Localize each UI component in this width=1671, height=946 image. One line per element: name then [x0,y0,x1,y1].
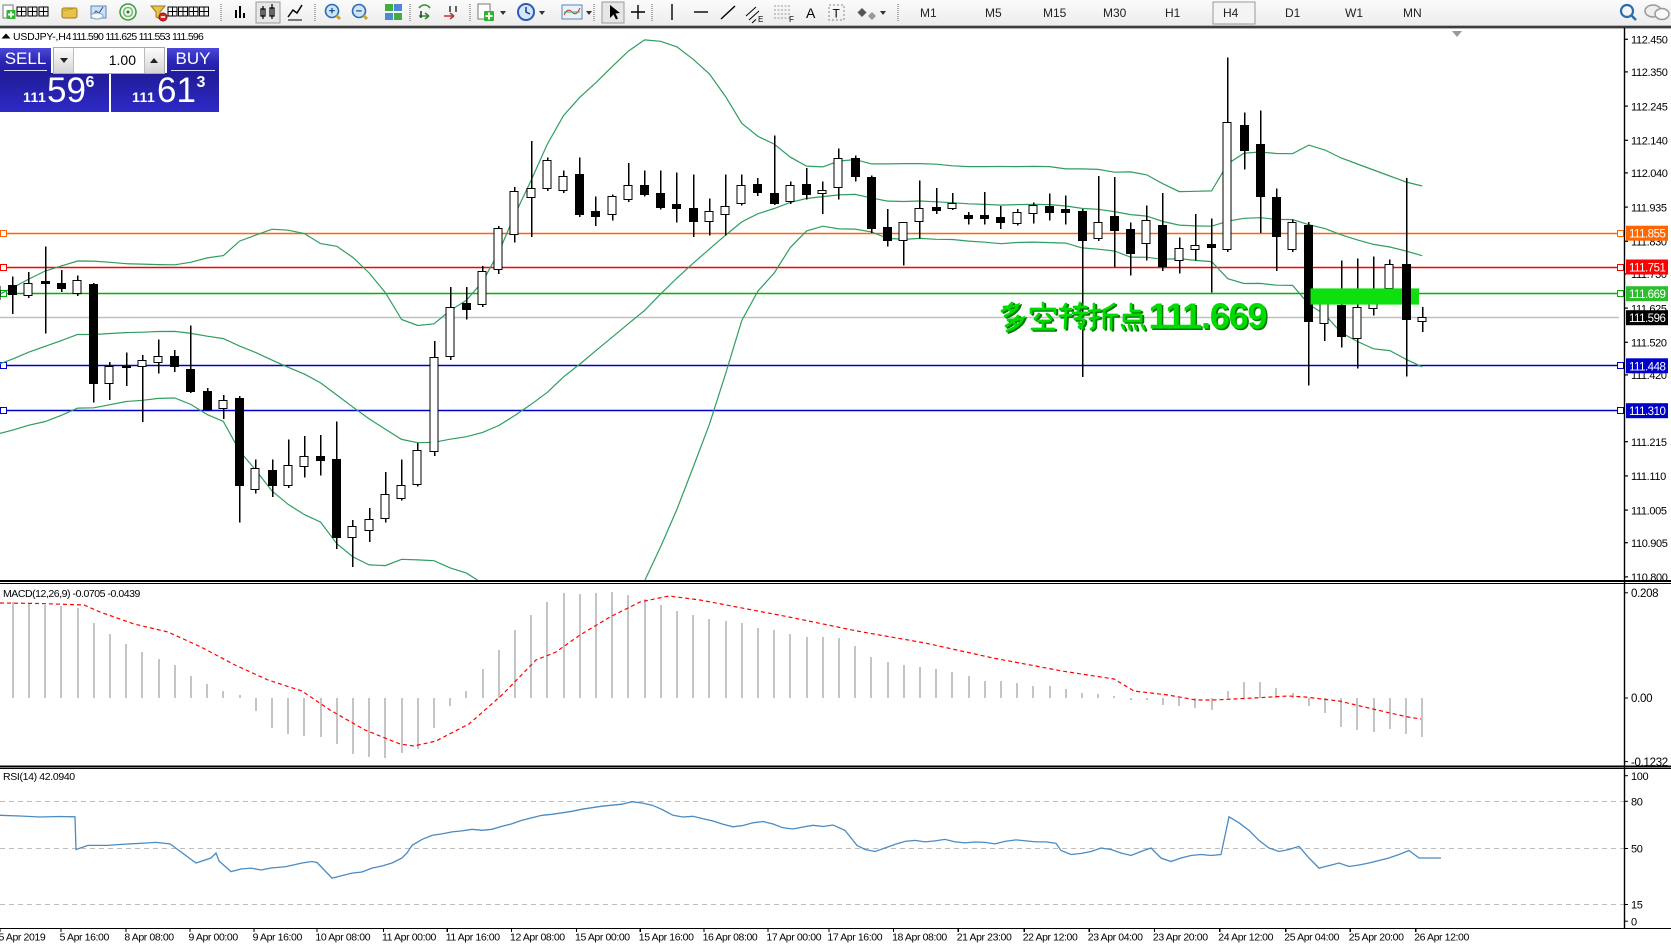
svg-text:23 Apr 04:00: 23 Apr 04:00 [1088,932,1143,944]
svg-text:111.520: 111.520 [1631,338,1667,350]
svg-text:E: E [758,15,763,24]
svg-text:80: 80 [1631,797,1643,809]
svg-text:11 Apr 00:00: 11 Apr 00:00 [382,932,437,944]
svg-text:23 Apr 20:00: 23 Apr 20:00 [1153,932,1208,944]
svg-text:-0.1232: -0.1232 [1631,757,1668,769]
svg-text:9 Apr 16:00: 9 Apr 16:00 [253,932,303,944]
svg-text:12 Apr 08:00: 12 Apr 08:00 [510,932,565,944]
svg-text:111.751: 111.751 [1629,263,1665,275]
svg-text:H1: H1 [1165,6,1181,20]
svg-text:T: T [833,7,841,21]
svg-text:111.669: 111.669 [1629,289,1665,301]
svg-text:MN: MN [1403,6,1422,20]
svg-text:H4: H4 [1223,6,1239,20]
svg-text:22 Apr 12:00: 22 Apr 12:00 [1023,932,1078,944]
svg-text:M1: M1 [920,6,937,20]
svg-text:F: F [789,15,794,24]
svg-text:112.350: 112.350 [1631,67,1668,79]
svg-text:15 Apr 16:00: 15 Apr 16:00 [639,932,694,944]
svg-text:+: + [329,6,335,18]
svg-text:111.935: 111.935 [1631,202,1667,214]
svg-text:21 Apr 23:00: 21 Apr 23:00 [957,932,1012,944]
svg-text:9 Apr 00:00: 9 Apr 00:00 [189,932,239,944]
svg-text:112.140: 112.140 [1631,136,1668,148]
svg-text:−: − [356,6,362,18]
svg-text:111.590 111.625 111.553 111.59: 111.590 111.625 111.553 111.596 [72,31,204,43]
svg-text:0: 0 [1631,916,1637,928]
svg-text:5 Apr 16:00: 5 Apr 16:00 [60,932,110,944]
svg-text:111.596: 111.596 [1629,313,1665,325]
svg-text:MACD(12,26,9) -0.0705 -0.0439: MACD(12,26,9) -0.0705 -0.0439 [3,588,141,600]
svg-text:110.800: 110.800 [1631,572,1668,584]
svg-text:111.669: 111.669 [1150,297,1268,338]
svg-text:50: 50 [1631,844,1643,856]
svg-text:5 Apr 2019: 5 Apr 2019 [0,932,46,944]
svg-text:M15: M15 [1043,6,1067,20]
svg-text:100: 100 [1631,771,1649,783]
svg-text:25 Apr 04:00: 25 Apr 04:00 [1284,932,1339,944]
svg-text:111.448: 111.448 [1629,361,1665,373]
svg-text:USDJPY-,H4: USDJPY-,H4 [13,31,72,43]
svg-text:17 Apr 16:00: 17 Apr 16:00 [827,932,882,944]
svg-text:8 Apr 08:00: 8 Apr 08:00 [124,932,174,944]
svg-text:10 Apr 08:00: 10 Apr 08:00 [315,932,370,944]
svg-text:15: 15 [1631,900,1643,912]
svg-text:111.215: 111.215 [1631,437,1667,449]
svg-text:0.00: 0.00 [1631,693,1652,705]
svg-text:112.245: 112.245 [1631,101,1668,113]
svg-text:111.669: 111.669 [1149,296,1267,337]
svg-text:26 Apr 12:00: 26 Apr 12:00 [1414,932,1469,944]
svg-text:RSI(14) 42.0940: RSI(14) 42.0940 [3,771,75,783]
svg-text:M30: M30 [1103,6,1127,20]
svg-text:15 Apr 00:00: 15 Apr 00:00 [575,932,630,944]
svg-text:112.040: 112.040 [1631,168,1668,180]
svg-text:111.310: 111.310 [1629,406,1665,418]
svg-text:111.855: 111.855 [1629,229,1665,241]
svg-text:18 Apr 08:00: 18 Apr 08:00 [892,932,947,944]
svg-text:25 Apr 20:00: 25 Apr 20:00 [1349,932,1404,944]
svg-text:11 Apr 16:00: 11 Apr 16:00 [446,932,501,944]
svg-text:111.110: 111.110 [1631,471,1666,483]
svg-text:17 Apr 00:00: 17 Apr 00:00 [766,932,821,944]
svg-text:D1: D1 [1285,6,1301,20]
svg-text:110.905: 110.905 [1631,538,1668,550]
svg-text:A: A [806,5,816,21]
svg-text:112.450: 112.450 [1631,35,1668,47]
svg-text:16 Apr 08:00: 16 Apr 08:00 [703,932,758,944]
svg-text:M5: M5 [985,6,1002,20]
svg-text:24 Apr 12:00: 24 Apr 12:00 [1218,932,1273,944]
svg-text:0.208: 0.208 [1631,588,1658,600]
svg-text:W1: W1 [1345,6,1363,20]
svg-text:111.005: 111.005 [1631,505,1667,517]
